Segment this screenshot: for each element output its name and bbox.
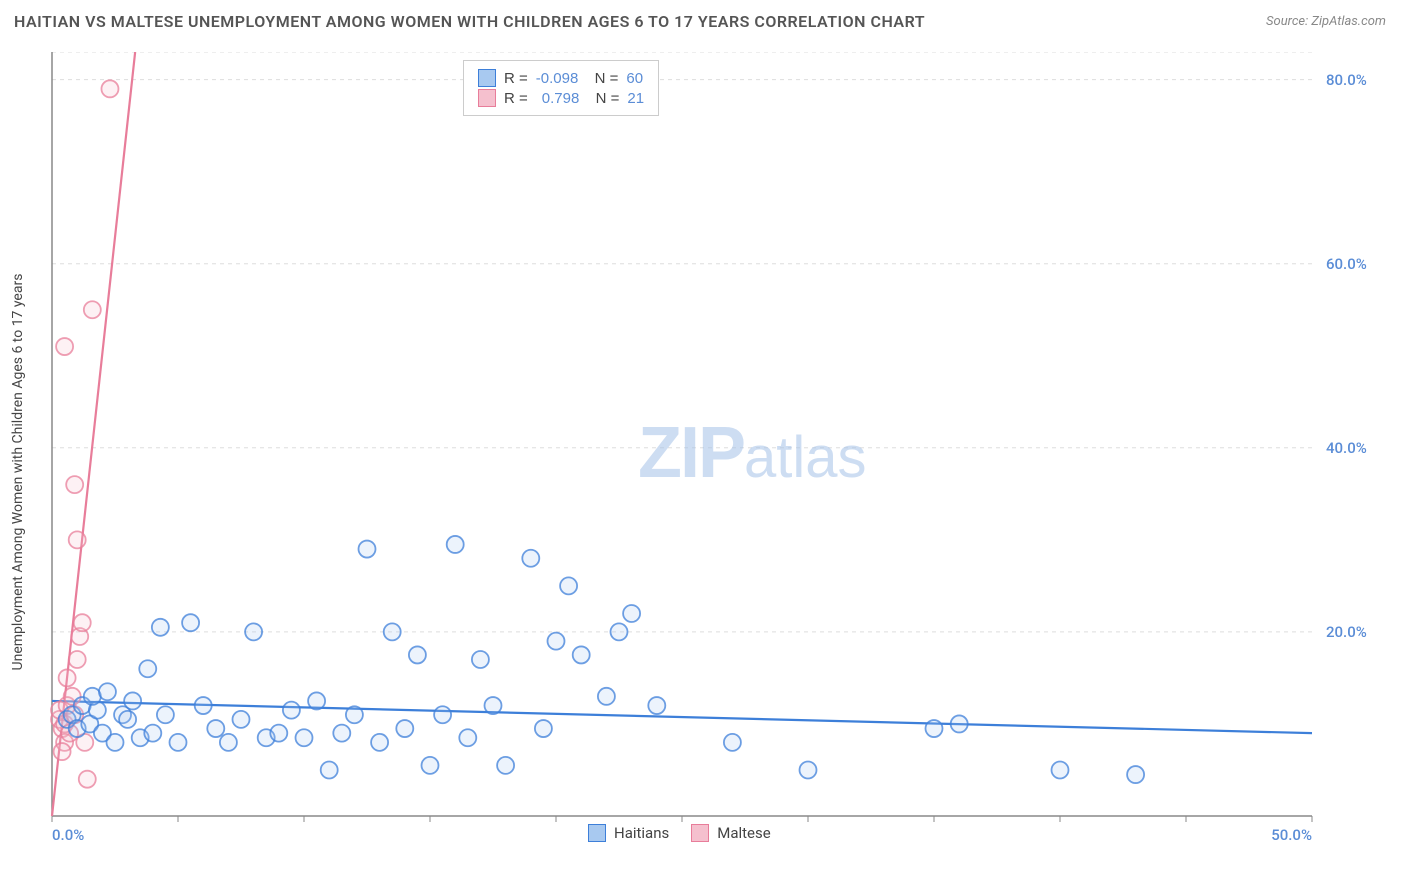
- x-tick-label: 0.0%: [52, 826, 84, 844]
- x-tick-label: 50.0%: [1271, 826, 1312, 844]
- source-label: Source: ZipAtlas.com: [1266, 14, 1386, 29]
- swatch-maltese: [478, 89, 496, 107]
- scatter-plot: [48, 52, 1386, 852]
- swatch-haitians: [588, 824, 606, 842]
- stats-row-maltese: R = 0.798 N = 21: [478, 89, 644, 107]
- y-axis-label: Unemployment Among Women with Children A…: [10, 274, 26, 671]
- chart-title: HAITIAN VS MALTESE UNEMPLOYMENT AMONG WO…: [14, 12, 925, 31]
- correlation-stats-box: R = -0.098 N = 60 R = 0.798 N = 21: [463, 60, 659, 116]
- series-legend: Haitians Maltese: [588, 824, 771, 842]
- swatch-haitians: [478, 69, 496, 87]
- y-tick-label: 80.0%: [1326, 71, 1367, 89]
- stats-row-haitians: R = -0.098 N = 60: [478, 69, 644, 87]
- legend-label-haitians: Haitians: [614, 824, 669, 842]
- r-value-haitians: -0.098: [536, 70, 579, 87]
- n-value-maltese: 21: [627, 90, 644, 107]
- y-tick-label: 40.0%: [1326, 439, 1367, 457]
- n-value-haitians: 60: [626, 70, 643, 87]
- r-value-maltese: 0.798: [536, 90, 580, 107]
- legend-item-haitians: Haitians: [588, 824, 669, 842]
- chart-container: Unemployment Among Women with Children A…: [48, 52, 1386, 852]
- y-tick-label: 60.0%: [1326, 255, 1367, 273]
- legend-item-maltese: Maltese: [691, 824, 770, 842]
- legend-label-maltese: Maltese: [717, 824, 770, 842]
- swatch-maltese: [691, 824, 709, 842]
- y-tick-label: 20.0%: [1326, 623, 1367, 641]
